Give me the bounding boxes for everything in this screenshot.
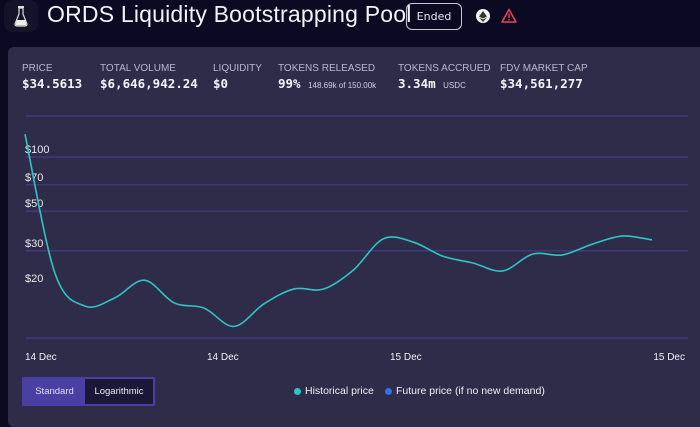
legend-dot: [294, 388, 301, 395]
toggle-logarithmic[interactable]: Logarithmic: [85, 379, 153, 404]
x-tick-label: 15 Dec: [390, 352, 422, 363]
y-tick-label: $20: [25, 273, 43, 285]
legend-historical: Historical price: [294, 385, 374, 397]
x-tick-label: 14 Dec: [25, 352, 57, 363]
legend-label: Historical price: [305, 385, 374, 397]
y-tick-label: $30: [25, 238, 43, 250]
scale-toggle[interactable]: Standard Logarithmic: [22, 377, 155, 406]
toggle-standard[interactable]: Standard: [24, 379, 85, 404]
legend-label: Future price (if no new demand): [396, 385, 545, 397]
historical-price-line: [25, 134, 652, 326]
legend-future: Future price (if no new demand): [385, 385, 545, 397]
legend-dot: [385, 388, 392, 395]
y-tick-label: $50: [25, 198, 43, 210]
x-tick-label: 15 Dec: [653, 352, 685, 363]
x-tick-label: 14 Dec: [207, 352, 239, 363]
